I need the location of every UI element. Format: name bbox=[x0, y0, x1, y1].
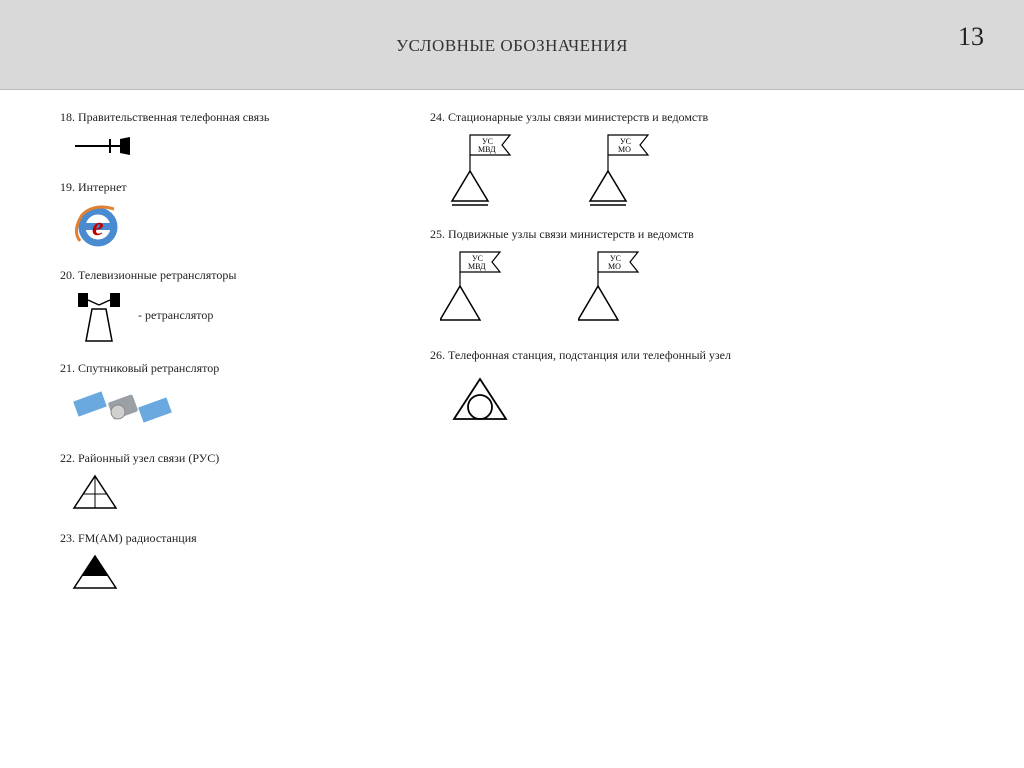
item-label: 24. Стационарные узлы связи министерств … bbox=[430, 110, 850, 125]
item-number: 24. bbox=[430, 110, 445, 124]
legend-item-23: 23. FM(AM) радиостанция bbox=[60, 531, 370, 597]
flag-line2: МВД bbox=[478, 145, 496, 154]
item-label: 19. Интернет bbox=[60, 180, 370, 195]
district-node-icon bbox=[70, 472, 120, 512]
item-number: 22. bbox=[60, 451, 75, 465]
item-text: Телефонная станция, подстанция или телеф… bbox=[448, 348, 731, 362]
flag-line2: МО bbox=[608, 262, 621, 271]
svg-text:e: e bbox=[92, 212, 104, 241]
item-text: FM(AM) радиостанция bbox=[78, 531, 197, 545]
item-label: 18. Правительственная телефонная связь bbox=[60, 110, 370, 125]
item-text: Стационарные узлы связи министерств и ве… bbox=[448, 110, 708, 124]
legend-item-20: 20. Телевизионные ретрансляторы - ретран… bbox=[60, 268, 370, 347]
stationary-node-flag-icon: УС МВД bbox=[450, 133, 518, 213]
gov-phone-icon bbox=[70, 131, 150, 161]
mobile-node-flag-icon: УС МВД bbox=[440, 250, 508, 328]
legend-item-24: 24. Стационарные узлы связи министерств … bbox=[430, 110, 850, 213]
page-title: УСЛОВНЫЕ ОБОЗНАЧЕНИЯ bbox=[0, 0, 1024, 56]
page-header: УСЛОВНЫЕ ОБОЗНАЧЕНИЯ 13 bbox=[0, 0, 1024, 90]
item-label: 22. Районный узел связи (РУС) bbox=[60, 451, 370, 466]
right-column: 24. Стационарные узлы связи министерств … bbox=[430, 110, 850, 611]
flag-line2: МВД bbox=[468, 262, 486, 271]
item-label: 23. FM(AM) радиостанция bbox=[60, 531, 370, 546]
item-number: 25. bbox=[430, 227, 445, 241]
fm-am-station-icon bbox=[70, 552, 120, 592]
legend-item-26: 26. Телефонная станция, подстанция или т… bbox=[430, 348, 850, 430]
flag-unit-mvd-stationary: УС МВД bbox=[450, 133, 518, 213]
legend-item-25: 25. Подвижные узлы связи министерств и в… bbox=[430, 227, 850, 328]
left-column: 18. Правительственная телефонная связь 1… bbox=[60, 110, 370, 611]
item-text: Районный узел связи (РУС) bbox=[78, 451, 219, 465]
item-text: Подвижные узлы связи министерств и ведом… bbox=[448, 227, 694, 241]
item-number: 18. bbox=[60, 110, 75, 124]
stationary-node-flag-icon: УС МО bbox=[588, 133, 656, 213]
item-number: 21. bbox=[60, 361, 75, 375]
item-text: Телевизионные ретрансляторы bbox=[78, 268, 236, 282]
item-text: Правительственная телефонная связь bbox=[78, 110, 269, 124]
flag-unit-mvd-mobile: УС МВД bbox=[440, 250, 508, 328]
satellite-icon bbox=[70, 382, 180, 432]
content-area: 18. Правительственная телефонная связь 1… bbox=[0, 90, 1024, 611]
retranslator-sublabel: - ретранслятор bbox=[138, 308, 213, 323]
item-label: 21. Спутниковый ретранслятор bbox=[60, 361, 370, 376]
flag-unit-mo-stationary: УС МО bbox=[588, 133, 656, 213]
legend-item-22: 22. Районный узел связи (РУС) bbox=[60, 451, 370, 517]
item-number: 19. bbox=[60, 180, 75, 194]
tv-retranslator-icon bbox=[70, 289, 130, 347]
item-label: 25. Подвижные узлы связи министерств и в… bbox=[430, 227, 850, 242]
item-label: 20. Телевизионные ретрансляторы bbox=[60, 268, 370, 283]
item-number: 26. bbox=[430, 348, 445, 362]
legend-item-21: 21. Спутниковый ретранслятор bbox=[60, 361, 370, 437]
internet-explorer-icon: e bbox=[70, 201, 130, 249]
legend-item-18: 18. Правительственная телефонная связь bbox=[60, 110, 370, 166]
item-number: 23. bbox=[60, 531, 75, 545]
mobile-node-flag-icon: УС МО bbox=[578, 250, 646, 328]
item-text: Интернет bbox=[78, 180, 127, 194]
flag-unit-mo-mobile: УС МО bbox=[578, 250, 646, 328]
legend-item-19: 19. Интернет e bbox=[60, 180, 370, 254]
flag-line2: МО bbox=[618, 145, 631, 154]
page-number: 13 bbox=[958, 22, 984, 52]
item-label: 26. Телефонная станция, подстанция или т… bbox=[430, 348, 850, 363]
item-text: Спутниковый ретранслятор bbox=[78, 361, 219, 375]
telephone-station-icon bbox=[450, 375, 510, 425]
item-number: 20. bbox=[60, 268, 75, 282]
